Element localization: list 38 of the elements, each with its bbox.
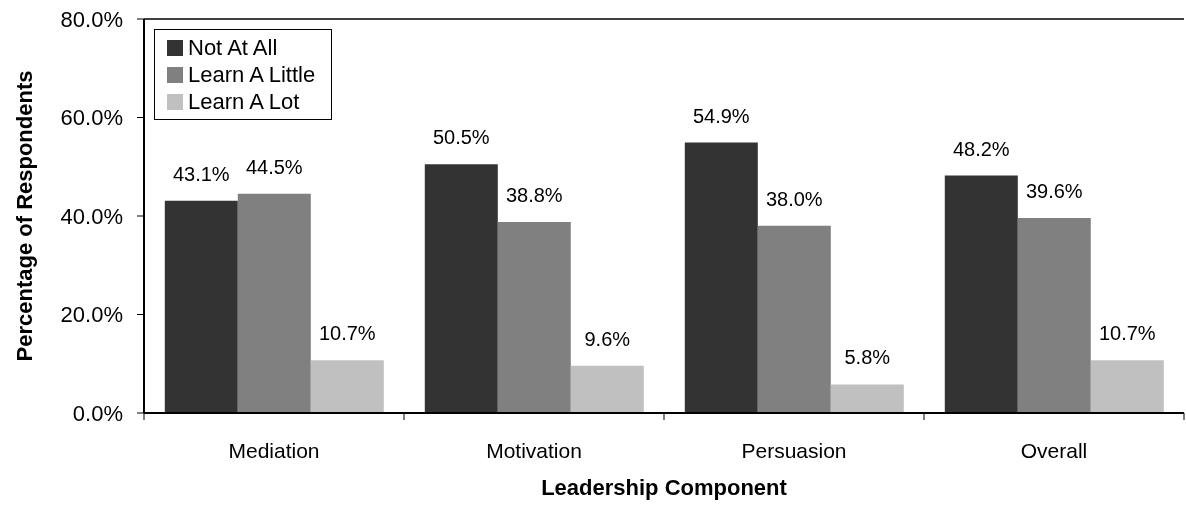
data-label: 10.7%	[1098, 322, 1156, 345]
data-label: 38.0%	[765, 187, 823, 210]
x-tick-label: Overall	[1020, 438, 1088, 462]
data-label: 43.1%	[172, 162, 230, 185]
data-label: 5.8%	[844, 346, 891, 369]
bar	[830, 384, 904, 413]
x-tick-label: Persuasion	[741, 438, 847, 462]
data-label: 38.8%	[505, 183, 563, 206]
bar	[310, 360, 384, 413]
bar	[1017, 217, 1091, 413]
legend-label: Not At All	[188, 34, 278, 61]
data-label: 50.5%	[432, 126, 490, 149]
bar	[570, 365, 644, 413]
y-tick-label: 40.0%	[60, 203, 123, 229]
data-label: 54.9%	[692, 104, 750, 127]
y-tick-label: 60.0%	[60, 105, 123, 131]
legend-label: Learn A Lot	[188, 88, 300, 115]
y-tick-label: 0.0%	[72, 400, 123, 426]
y-axis-title: Percentage of Respondents	[11, 70, 37, 362]
bar	[684, 142, 758, 413]
y-tick-label: 80.0%	[60, 6, 123, 32]
bar	[424, 164, 498, 413]
bar	[1090, 360, 1164, 413]
legend-label: Learn A Little	[188, 61, 316, 88]
y-tick-label: 20.0%	[60, 302, 123, 328]
bar	[944, 175, 1018, 413]
data-label: 10.7%	[318, 322, 376, 345]
x-axis-title: Leadership Component	[541, 474, 788, 500]
bar	[164, 200, 238, 413]
x-tick-label: Motivation	[486, 438, 582, 462]
x-tick-label: Mediation	[228, 438, 320, 462]
bar	[237, 193, 311, 413]
data-label: 48.2%	[952, 137, 1010, 160]
data-label: 9.6%	[584, 327, 631, 350]
data-label: 44.5%	[245, 155, 303, 178]
bar	[757, 225, 831, 413]
data-label: 39.6%	[1025, 179, 1083, 202]
bar	[497, 221, 571, 413]
